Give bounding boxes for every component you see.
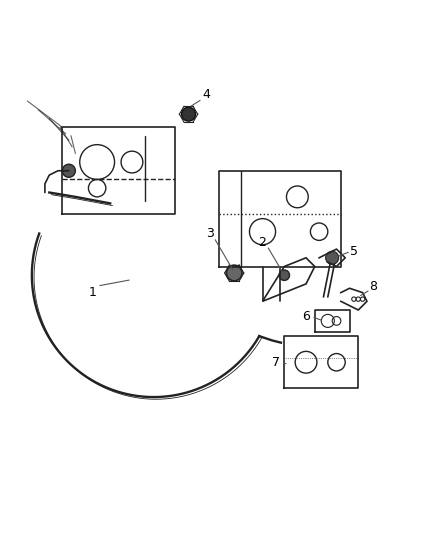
Circle shape xyxy=(226,265,242,281)
Text: 7: 7 xyxy=(272,356,279,369)
Text: 5: 5 xyxy=(350,245,358,258)
Text: 6: 6 xyxy=(302,310,310,323)
Circle shape xyxy=(279,270,290,280)
Circle shape xyxy=(325,251,339,264)
Text: 4: 4 xyxy=(202,88,210,101)
Text: 2: 2 xyxy=(258,236,266,249)
Text: 8: 8 xyxy=(370,280,378,293)
Circle shape xyxy=(62,164,75,177)
Text: 1: 1 xyxy=(89,286,97,299)
Text: 3: 3 xyxy=(206,228,214,240)
Circle shape xyxy=(182,107,195,121)
